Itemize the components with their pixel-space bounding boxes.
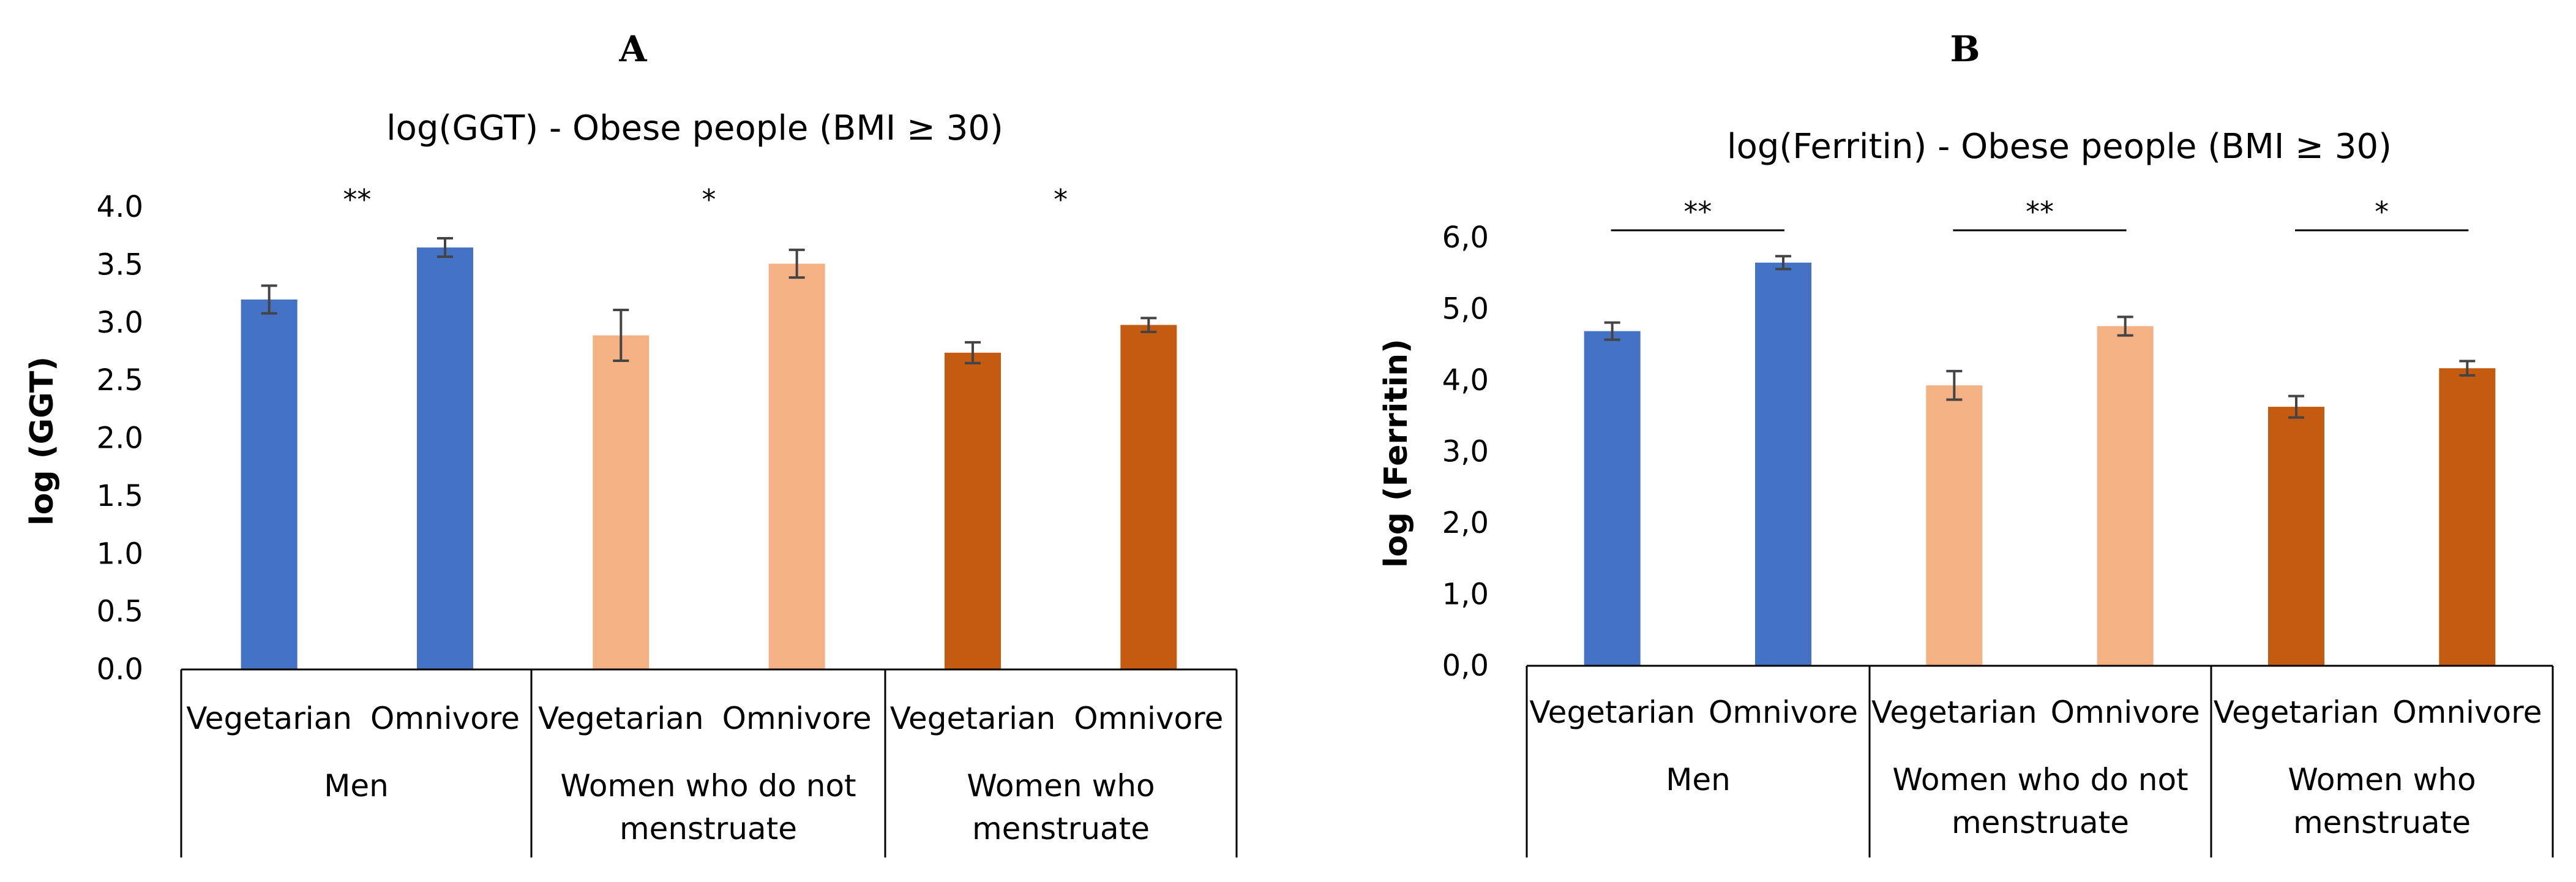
significance-marker: * (2375, 195, 2389, 228)
group-label: menstruate (620, 811, 797, 846)
y-tick-label: 2.5 (97, 363, 143, 398)
y-axis-label: log (GGT) (24, 356, 61, 526)
y-tick-label: 4.0 (97, 190, 143, 224)
category-label: Vegetarian (890, 701, 1056, 736)
category-label: Omnivore (1709, 695, 1858, 730)
group-label: Men (1666, 762, 1731, 797)
y-tick-label: 5,0 (1442, 292, 1489, 326)
y-tick-label: 0,0 (1442, 649, 1489, 683)
category-label: Omnivore (2392, 695, 2542, 730)
panel-letter: B (1950, 28, 1980, 70)
group-label: Women who do not (1892, 762, 2188, 797)
category-label: Omnivore (1074, 701, 1223, 736)
panel-letter: A (618, 28, 647, 70)
y-tick-label: 3,0 (1442, 435, 1489, 469)
bar (1584, 331, 1641, 666)
bar (1926, 385, 1983, 666)
y-axis-label: log (Ferritin) (1378, 339, 1415, 568)
y-tick-label: 1.5 (97, 479, 143, 513)
category-label: Omnivore (722, 701, 872, 736)
category-label: Vegetarian (1871, 695, 2037, 730)
chart-title: log(GGT) - Obese people (BMI ≥ 30) (386, 108, 1003, 148)
category-label: Vegetarian (2214, 695, 2379, 730)
bar (2439, 368, 2496, 666)
y-tick-label: 0.5 (97, 595, 143, 629)
y-tick-label: 3.0 (97, 306, 143, 340)
y-tick-label: 2.0 (97, 421, 143, 456)
group-label: menstruate (1952, 805, 2129, 840)
bar (945, 352, 1001, 669)
category-label: Vegetarian (538, 701, 704, 736)
group-label: menstruate (2293, 805, 2471, 840)
y-tick-label: 3.5 (97, 247, 143, 282)
category-label: Vegetarian (186, 701, 352, 736)
chart-title: log(Ferritin) - Obese people (BMI ≥ 30) (1727, 127, 2392, 167)
y-tick-label: 4,0 (1442, 363, 1489, 398)
significance-marker: * (702, 183, 716, 216)
significance-marker: * (1054, 183, 1068, 216)
bar (593, 335, 650, 669)
y-tick-label: 1.0 (97, 537, 143, 571)
bar (2268, 407, 2324, 666)
bar (417, 247, 473, 669)
group-label: Men (324, 768, 389, 804)
category-label: Omnivore (2051, 695, 2200, 730)
bar (1755, 262, 1811, 666)
bar (1120, 325, 1177, 669)
group-label: Women who (967, 768, 1155, 804)
category-label: Vegetarian (1529, 695, 1695, 730)
bar (241, 300, 298, 669)
category-label: Omnivore (370, 701, 520, 736)
significance-marker: ** (2026, 195, 2054, 228)
bar (2097, 326, 2154, 666)
y-tick-label: 2,0 (1442, 506, 1489, 540)
group-label: menstruate (972, 811, 1150, 846)
y-tick-label: 1,0 (1442, 578, 1489, 612)
significance-marker: ** (343, 183, 371, 216)
group-label: Women who do not (560, 768, 856, 804)
group-label: Women who (2288, 762, 2476, 797)
y-tick-label: 6,0 (1442, 221, 1489, 255)
significance-marker: ** (1683, 195, 1712, 228)
bar (768, 263, 825, 669)
y-tick-label: 0.0 (97, 652, 143, 687)
